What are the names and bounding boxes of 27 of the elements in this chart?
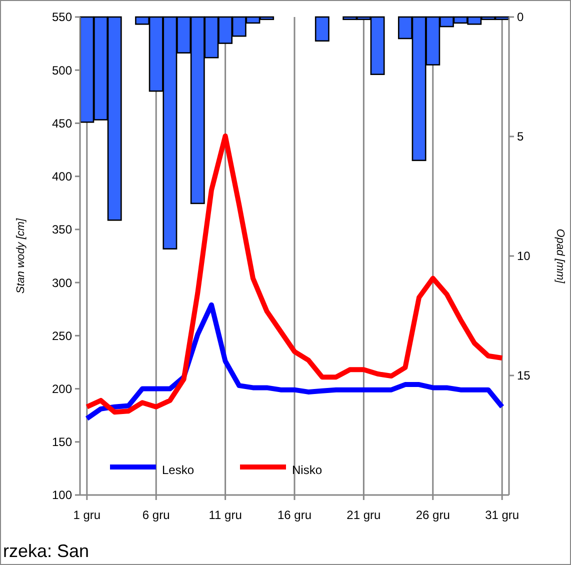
x-tick-label: 16 gru — [277, 508, 312, 522]
y-tick-label: 350 — [52, 222, 72, 237]
y-tick-label: 200 — [52, 382, 72, 396]
x-tick-label: 1 gru — [73, 508, 101, 522]
y2-tick-label: 10 — [517, 249, 531, 264]
y2-tick-label: 15 — [517, 368, 531, 383]
y2-tick-label: 0 — [517, 10, 524, 24]
y-tick-label: 400 — [52, 170, 72, 184]
y-tick-label: 150 — [52, 435, 72, 450]
y-tick-label: 500 — [52, 63, 72, 78]
x-tick-label: 6 gru — [142, 508, 170, 522]
y2-axis-title: Opad [mm] — [554, 228, 566, 284]
legend-label: Nisko — [292, 463, 322, 478]
x-tick-label: 11 gru — [208, 508, 242, 522]
y-tick-label: 250 — [52, 328, 72, 343]
x-tick-label: 21 gru — [346, 508, 381, 522]
x-tick-label: 31 gru — [485, 508, 520, 522]
y-tick-label: 450 — [52, 116, 72, 130]
y-tick-label: 300 — [52, 276, 72, 290]
y-axis-title: Stan wody [cm] — [15, 217, 27, 294]
legend-label: Lesko — [162, 463, 194, 478]
y-tick-label: 550 — [52, 10, 72, 24]
text: rzeka: San — [3, 541, 90, 561]
x-tick-label: 26 gru — [416, 508, 450, 522]
y-tick-label: 100 — [52, 488, 72, 502]
y2-tick-label: 5 — [517, 130, 524, 144]
bar — [314, 16, 330, 42]
